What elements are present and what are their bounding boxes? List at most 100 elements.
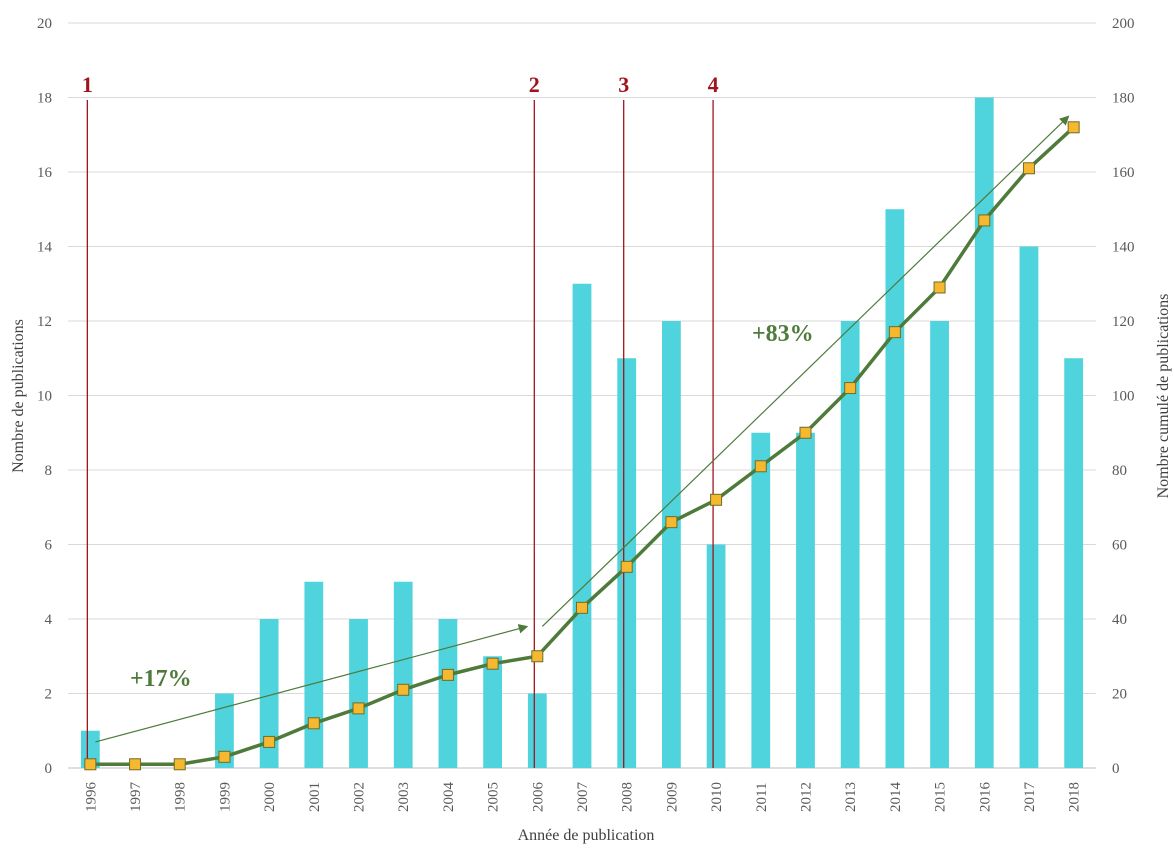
y-tick-label: 14 xyxy=(37,240,53,256)
bar xyxy=(572,283,592,768)
bar xyxy=(930,321,949,768)
y2-tick-label: 200 xyxy=(1112,16,1135,32)
cumulative-point xyxy=(620,560,633,573)
bar xyxy=(885,209,905,768)
x-tick-label: 2018 xyxy=(1067,782,1083,812)
y-tick-label: 20 xyxy=(37,16,52,32)
x-tick-label: 1997 xyxy=(128,782,144,813)
trend-arrow xyxy=(95,624,529,743)
arrow-layer xyxy=(95,115,1070,743)
y-tick-label: 2 xyxy=(45,687,53,703)
x-tick-label: 2016 xyxy=(977,782,993,813)
x-tick-label: 2000 xyxy=(262,782,278,812)
cumulative-point xyxy=(218,750,231,763)
cumulative-point xyxy=(129,758,142,771)
y2-tick-label: 120 xyxy=(1112,314,1135,330)
x-axis-title: Année de publication xyxy=(518,827,655,844)
bar xyxy=(1064,358,1084,768)
cumulative-point xyxy=(352,702,365,715)
x-tick-label: 2002 xyxy=(352,782,368,812)
event-marker-label: 2 xyxy=(529,72,540,97)
x-tick-label: 2003 xyxy=(396,782,412,812)
bar xyxy=(304,581,324,768)
x-tick-label: 2006 xyxy=(530,782,546,813)
cumulative-point xyxy=(754,460,767,473)
y-tick-label: 0 xyxy=(45,761,53,777)
bar xyxy=(706,544,726,768)
x-tick-label: 2001 xyxy=(307,782,323,812)
cumulative-point xyxy=(173,758,186,771)
y2-tick-label: 100 xyxy=(1112,389,1135,405)
event-marker-label: 1 xyxy=(82,72,93,97)
x-tick-label: 2012 xyxy=(798,782,814,812)
cumulative-point xyxy=(441,668,454,681)
bar xyxy=(662,321,681,768)
bar xyxy=(796,432,815,768)
cumulative-point xyxy=(888,326,901,339)
cumulative-point xyxy=(486,657,499,670)
y2-tick-label: 20 xyxy=(1112,687,1127,703)
bar xyxy=(349,619,368,768)
x-tick-label: 2008 xyxy=(620,782,636,812)
x-tick-label: 1996 xyxy=(83,782,99,813)
cumulative-point xyxy=(307,717,320,730)
cumulative-point xyxy=(844,382,857,395)
cumulative-point xyxy=(933,281,946,294)
y2-tick-label: 0 xyxy=(1112,761,1120,777)
x-tick-label: 1999 xyxy=(217,782,233,812)
x-tick-label: 2007 xyxy=(575,782,591,813)
x-tick-label: 1998 xyxy=(173,782,189,812)
y2-tick-label: 180 xyxy=(1112,91,1135,107)
cumulative-point xyxy=(710,493,723,506)
event-marker-label: 3 xyxy=(618,72,629,97)
bar xyxy=(751,432,771,768)
line-layer xyxy=(84,121,1080,771)
y2-tick-label: 160 xyxy=(1112,165,1135,181)
bar xyxy=(438,619,458,768)
trend-arrow xyxy=(541,115,1070,627)
y2-tick-label: 80 xyxy=(1112,463,1127,479)
y-axis-title: Nombre de publications xyxy=(10,319,27,473)
y-tick-label: 18 xyxy=(37,91,52,107)
y-tick-label: 8 xyxy=(45,463,53,479)
bar xyxy=(974,97,994,768)
text-layer: 0246810121416182002040608010012014016018… xyxy=(10,16,1172,844)
y2-tick-label: 140 xyxy=(1112,240,1135,256)
cumulative-point xyxy=(576,601,588,614)
cumulative-point xyxy=(531,650,544,663)
bar xyxy=(1019,246,1039,768)
y-tick-label: 12 xyxy=(37,314,52,330)
x-tick-label: 2014 xyxy=(888,782,904,813)
event-marker-label: 4 xyxy=(708,72,719,97)
cumulative-point xyxy=(397,683,410,696)
y2-axis-title: Nombre cumulé de publications xyxy=(1155,294,1172,499)
x-tick-label: 2011 xyxy=(754,783,770,812)
bar xyxy=(527,693,547,768)
cumulative-point xyxy=(263,735,276,748)
cumulative-point xyxy=(799,426,812,439)
y-tick-label: 6 xyxy=(45,538,53,554)
cumulative-point xyxy=(665,516,678,529)
x-tick-label: 2004 xyxy=(441,782,457,813)
x-tick-label: 2009 xyxy=(664,782,680,812)
x-tick-label: 2017 xyxy=(1022,782,1038,813)
x-tick-label: 2010 xyxy=(709,782,725,812)
cumulative-point xyxy=(1022,162,1035,175)
x-tick-label: 2015 xyxy=(933,782,949,812)
bar-layer xyxy=(80,97,1084,768)
cumulative-point xyxy=(1067,121,1080,134)
bar xyxy=(483,656,502,768)
cumulative-point xyxy=(978,214,991,227)
bar xyxy=(259,619,279,768)
bar xyxy=(393,581,413,768)
y-tick-label: 4 xyxy=(45,612,53,628)
x-tick-label: 2013 xyxy=(843,782,859,812)
growth-label: +83% xyxy=(752,321,814,347)
y-tick-label: 10 xyxy=(37,389,52,405)
bar xyxy=(840,321,860,768)
growth-label: +17% xyxy=(130,666,192,692)
y2-tick-label: 40 xyxy=(1112,612,1127,628)
y2-tick-label: 60 xyxy=(1112,538,1127,554)
